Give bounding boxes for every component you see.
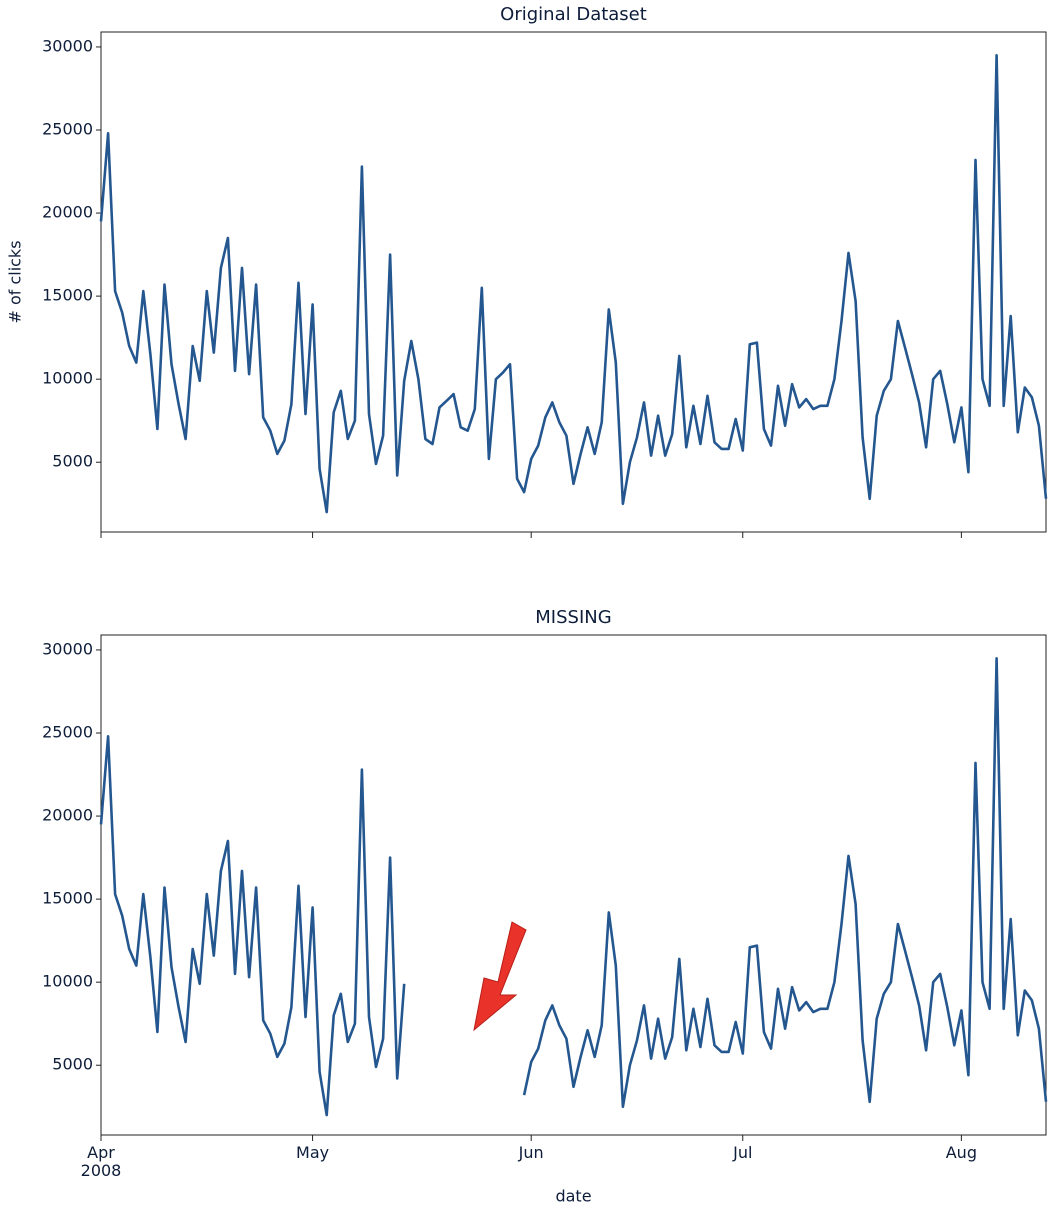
y-tick-label: 25000 <box>42 723 93 742</box>
data-line <box>99 54 1048 514</box>
x-tick-label: Jul <box>733 1143 753 1162</box>
x-tick-label: Apr 2008 <box>80 1143 122 1180</box>
chart-title: MISSING <box>535 607 611 628</box>
chart-title: Original Dataset <box>500 4 647 25</box>
y-tick-label: 5000 <box>52 1055 93 1074</box>
x-axis-label: date <box>555 1187 591 1206</box>
x-tick-label: May <box>296 1143 330 1162</box>
x-tick-label: Aug <box>945 1143 977 1162</box>
y-tick-label: 30000 <box>42 36 93 55</box>
y-tick-label: 25000 <box>42 120 93 139</box>
data-line <box>99 657 1048 1117</box>
y-tick-label: 10000 <box>42 369 93 388</box>
y-tick-label: 15000 <box>42 889 93 908</box>
x-tick-label: Jun <box>518 1143 544 1162</box>
y-tick-label: 20000 <box>42 806 93 825</box>
y-tick-label: 15000 <box>42 286 93 305</box>
y-tick-label: 10000 <box>42 972 93 991</box>
y-tick-label: 30000 <box>42 639 93 658</box>
y-tick-label: 5000 <box>52 452 93 471</box>
y-axis-label: # of clicks <box>6 240 25 323</box>
plot-frame <box>100 31 1047 533</box>
y-tick-label: 20000 <box>42 203 93 222</box>
plot-frame <box>100 634 1047 1136</box>
annotation-arrow <box>473 921 527 1032</box>
